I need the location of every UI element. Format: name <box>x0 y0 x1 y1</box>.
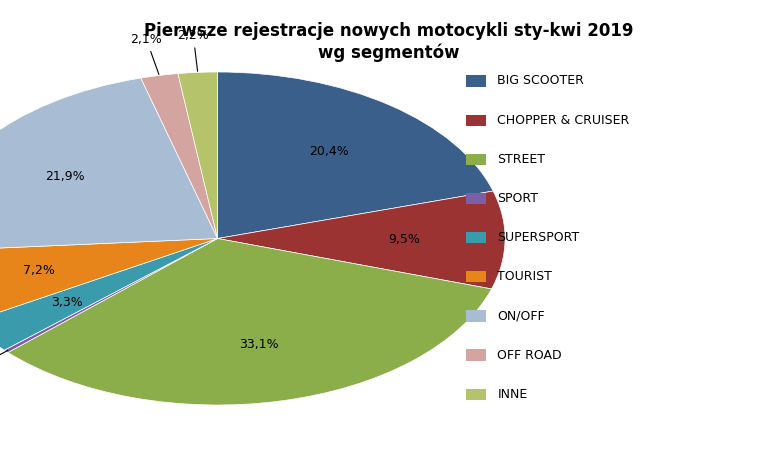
Wedge shape <box>178 72 218 238</box>
Bar <box>466 193 486 204</box>
Bar <box>466 75 486 86</box>
Text: 2,1%: 2,1% <box>131 33 162 74</box>
Text: STREET: STREET <box>497 153 545 166</box>
Wedge shape <box>218 191 505 289</box>
Text: 21,9%: 21,9% <box>45 170 85 183</box>
Bar <box>466 350 486 361</box>
Text: 33,1%: 33,1% <box>239 338 279 351</box>
Text: CHOPPER & CRUISER: CHOPPER & CRUISER <box>497 114 629 126</box>
Wedge shape <box>5 238 218 352</box>
Text: 0,3%: 0,3% <box>0 351 8 386</box>
Text: ON/OFF: ON/OFF <box>497 310 545 322</box>
Text: OFF ROAD: OFF ROAD <box>497 349 562 361</box>
Bar <box>466 388 486 400</box>
Wedge shape <box>0 78 218 251</box>
Wedge shape <box>0 238 218 322</box>
Bar <box>466 114 486 126</box>
Wedge shape <box>8 238 492 405</box>
Text: SUPERSPORT: SUPERSPORT <box>497 231 580 244</box>
Text: SPORT: SPORT <box>497 192 538 205</box>
Wedge shape <box>218 72 493 238</box>
Wedge shape <box>141 74 218 238</box>
Text: 2,2%: 2,2% <box>177 29 209 71</box>
Bar <box>466 310 486 322</box>
Bar <box>466 232 486 243</box>
Bar <box>466 271 486 283</box>
Text: INNE: INNE <box>497 388 528 400</box>
Text: TOURIST: TOURIST <box>497 270 552 283</box>
Text: 3,3%: 3,3% <box>51 296 82 309</box>
Text: BIG SCOOTER: BIG SCOOTER <box>497 75 584 87</box>
Text: 9,5%: 9,5% <box>388 233 420 246</box>
Text: 20,4%: 20,4% <box>309 145 349 158</box>
Text: Pierwsze rejestracje nowych motocykli sty-kwi 2019
wg segmentów: Pierwsze rejestracje nowych motocykli st… <box>144 22 633 62</box>
Bar <box>466 154 486 165</box>
Text: 7,2%: 7,2% <box>23 264 55 277</box>
Wedge shape <box>0 238 218 350</box>
